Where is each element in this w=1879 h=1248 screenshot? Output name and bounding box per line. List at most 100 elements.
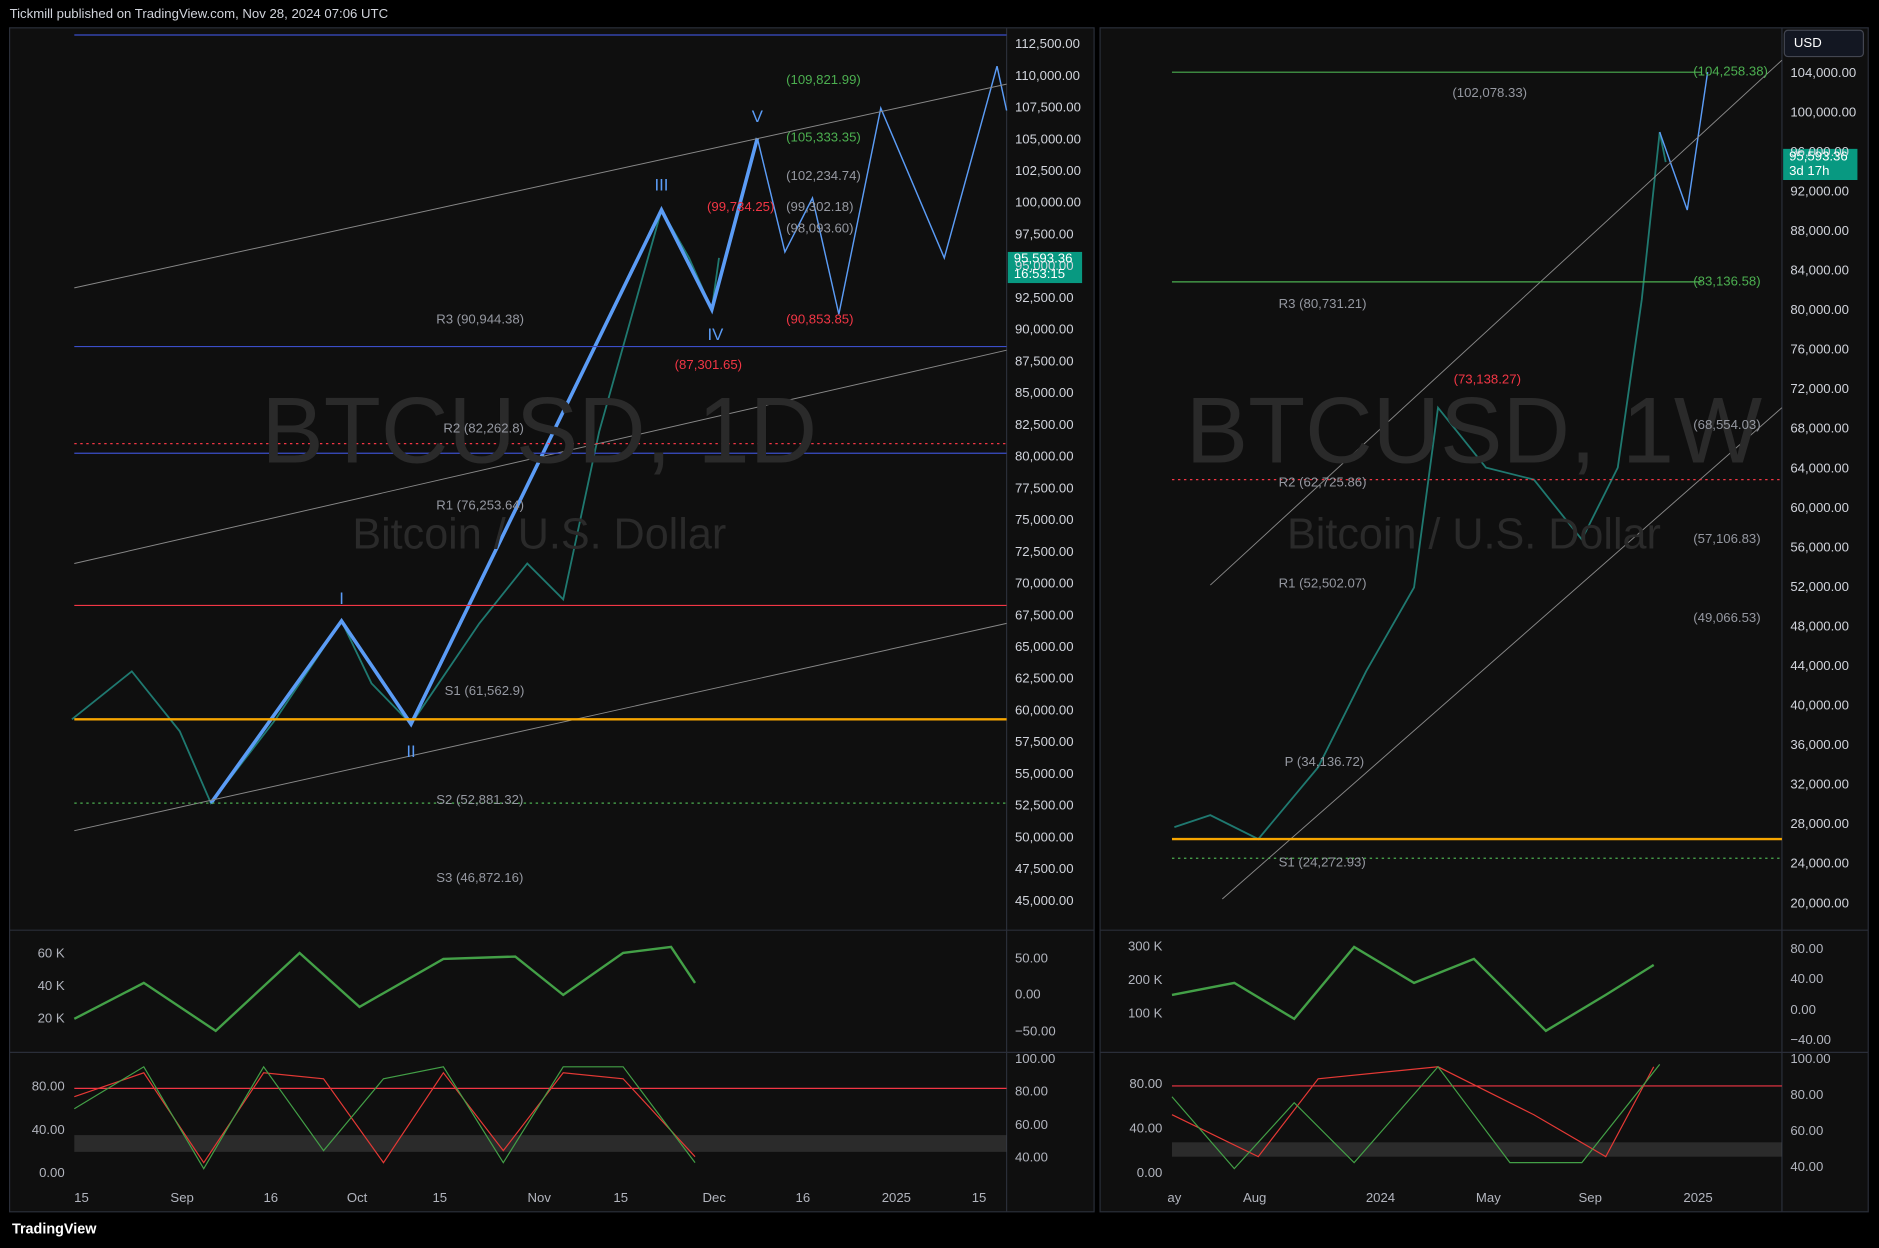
price-axis-label: 107,500.00	[1015, 100, 1081, 115]
price-axis-label: 100,000.00	[1015, 195, 1081, 210]
time-label: Dec	[702, 1190, 726, 1205]
currency-button[interactable]	[1783, 29, 1865, 58]
price-axis-label: 67,500.00	[1015, 607, 1074, 622]
level-label: R3 (80,731.21)	[1279, 296, 1367, 311]
currency: USD	[1794, 35, 1822, 50]
level-label: R2 (62,725.86)	[1279, 475, 1367, 490]
level-label: (99,734.25)	[707, 199, 774, 214]
oscillator-axis-label: 80.00	[1790, 941, 1823, 956]
level-label: (105,333.35)	[786, 130, 861, 145]
watermark-symbol: BTCUSD, 1W	[1186, 377, 1762, 482]
price-axis-label: 28,000.00	[1790, 816, 1849, 831]
drawings	[71, 34, 1783, 1170]
time-label: 2025	[882, 1190, 911, 1205]
oscillator-axis-label: 0.00	[1790, 1002, 1816, 1017]
last-price: 95,593.36	[1014, 251, 1073, 266]
price-axis-label: 76,000.00	[1790, 342, 1849, 357]
time-label: Sep	[1578, 1190, 1601, 1205]
price-axis-label: 72,000.00	[1790, 381, 1849, 396]
price-axis-label: 82,500.00	[1015, 417, 1074, 432]
price-axis-label: 92,000.00	[1790, 183, 1849, 198]
separators	[9, 27, 1869, 1212]
level-label: R3 (90,944.38)	[436, 312, 524, 327]
price-axis-label: 47,500.00	[1015, 861, 1074, 876]
level-label: (104,258.38)	[1693, 64, 1768, 79]
level-label: R2 (82,262.8)	[443, 421, 524, 436]
price-axis-label: 20,000.00	[1790, 895, 1849, 910]
price-axis-label: 32,000.00	[1790, 777, 1849, 792]
time-label: Oct	[347, 1190, 368, 1205]
price-axis-label: 36,000.00	[1790, 737, 1849, 752]
stoch-axis-label: 0.00	[1137, 1165, 1163, 1180]
last-price: 95,593.36	[1789, 149, 1848, 164]
price-axis-label: 95,000.00	[1015, 258, 1074, 273]
stoch-axis-label: 40.00	[1790, 1159, 1823, 1174]
stoch-axis-label: 0.00	[39, 1165, 65, 1180]
watermark-description: Bitcoin / U.S. Dollar	[352, 511, 726, 559]
price-axis-label: 102,500.00	[1015, 163, 1081, 178]
price-axis-label: 52,000.00	[1790, 579, 1849, 594]
price-axis-label: 60,000.00	[1790, 500, 1849, 515]
oscillator-axis-label: −50.00	[1015, 1024, 1056, 1039]
time-label: May	[1476, 1190, 1501, 1205]
volume-axis-label: 100 K	[1128, 1006, 1163, 1021]
countdown: 16:53:15	[1014, 266, 1065, 281]
price-axis-label: 24,000.00	[1790, 856, 1849, 871]
price-axis-label: 72,500.00	[1015, 544, 1074, 559]
level-label: (87,301.65)	[675, 357, 742, 372]
stoch-axis-label: 60.00	[1790, 1123, 1823, 1138]
level-label: (99,302.18)	[786, 199, 853, 214]
price-axis-label: 96,000.00	[1790, 144, 1849, 159]
price-axis-label: 57,500.00	[1015, 734, 1074, 749]
volume-axis-label: 20 K	[38, 1010, 65, 1025]
price-axis-label: 45,000.00	[1015, 893, 1074, 908]
oscillator-axis-label: −40.00	[1790, 1032, 1831, 1047]
stoch-axis-label: 80.00	[32, 1079, 65, 1094]
price-axis-label: 88,000.00	[1790, 223, 1849, 238]
price-axis-label: 90,000.00	[1015, 322, 1074, 337]
stoch-axis-label: 80.00	[1015, 1083, 1048, 1098]
level-label: (109,821.99)	[786, 72, 861, 87]
header: Tickmill published on TradingView.com, N…	[10, 6, 389, 21]
stoch-axis-label: 80.00	[1790, 1087, 1823, 1102]
level-label: (57,106.83)	[1693, 531, 1760, 546]
time-label: 16	[263, 1190, 278, 1205]
wave-label: III	[654, 175, 668, 194]
price-axis-label: 77,500.00	[1015, 480, 1074, 495]
time-label: Sep	[170, 1190, 193, 1205]
watermark-description: Bitcoin / U.S. Dollar	[1287, 511, 1661, 559]
price-axis-label: 75,000.00	[1015, 512, 1074, 527]
price-axis-label: 84,000.00	[1790, 263, 1849, 278]
price-axis-label: 70,000.00	[1015, 576, 1074, 591]
watermark-symbol: BTCUSD, 1D	[261, 377, 817, 482]
level-label: R1 (76,253.64)	[436, 497, 524, 512]
wave-label: IV	[707, 325, 724, 344]
time-label: ay	[1167, 1190, 1181, 1205]
level-label: (68,554.03)	[1693, 417, 1760, 432]
level-label: S1 (24,272.93)	[1279, 855, 1366, 870]
stoch-axis-label: 100.00	[1015, 1051, 1055, 1066]
price-axis-label: 80,000.00	[1790, 302, 1849, 317]
level-label: S3 (46,872.16)	[436, 870, 523, 885]
price-axis-label: 104,000.00	[1790, 65, 1856, 80]
level-label: P (34,136.72)	[1285, 754, 1365, 769]
volume-axis-label: 200 K	[1128, 972, 1163, 987]
price-axis-label: 44,000.00	[1790, 658, 1849, 673]
price-axis-label: 87,500.00	[1015, 353, 1074, 368]
time-label: 15	[613, 1190, 628, 1205]
level-label: S1 (61,562.9)	[445, 683, 525, 698]
left-price-tag	[1007, 251, 1083, 284]
right-panel	[1099, 27, 1869, 1213]
stoch-axis-label: 60.00	[1015, 1117, 1048, 1132]
price-axis-label: 68,000.00	[1790, 421, 1849, 436]
wave-label: II	[406, 742, 415, 761]
level-label: (90,853.85)	[786, 312, 853, 327]
time-label: Nov	[528, 1190, 552, 1205]
oscillator-axis-label: 0.00	[1015, 986, 1041, 1001]
time-label: 15	[432, 1190, 447, 1205]
level-label: (83,136.58)	[1693, 273, 1760, 288]
price-axis-label: 60,000.00	[1015, 702, 1074, 717]
stoch-axis-label: 40.00	[1015, 1149, 1048, 1164]
price-axis-label: 50,000.00	[1015, 829, 1074, 844]
footer-logo: TradingView	[12, 1222, 97, 1238]
